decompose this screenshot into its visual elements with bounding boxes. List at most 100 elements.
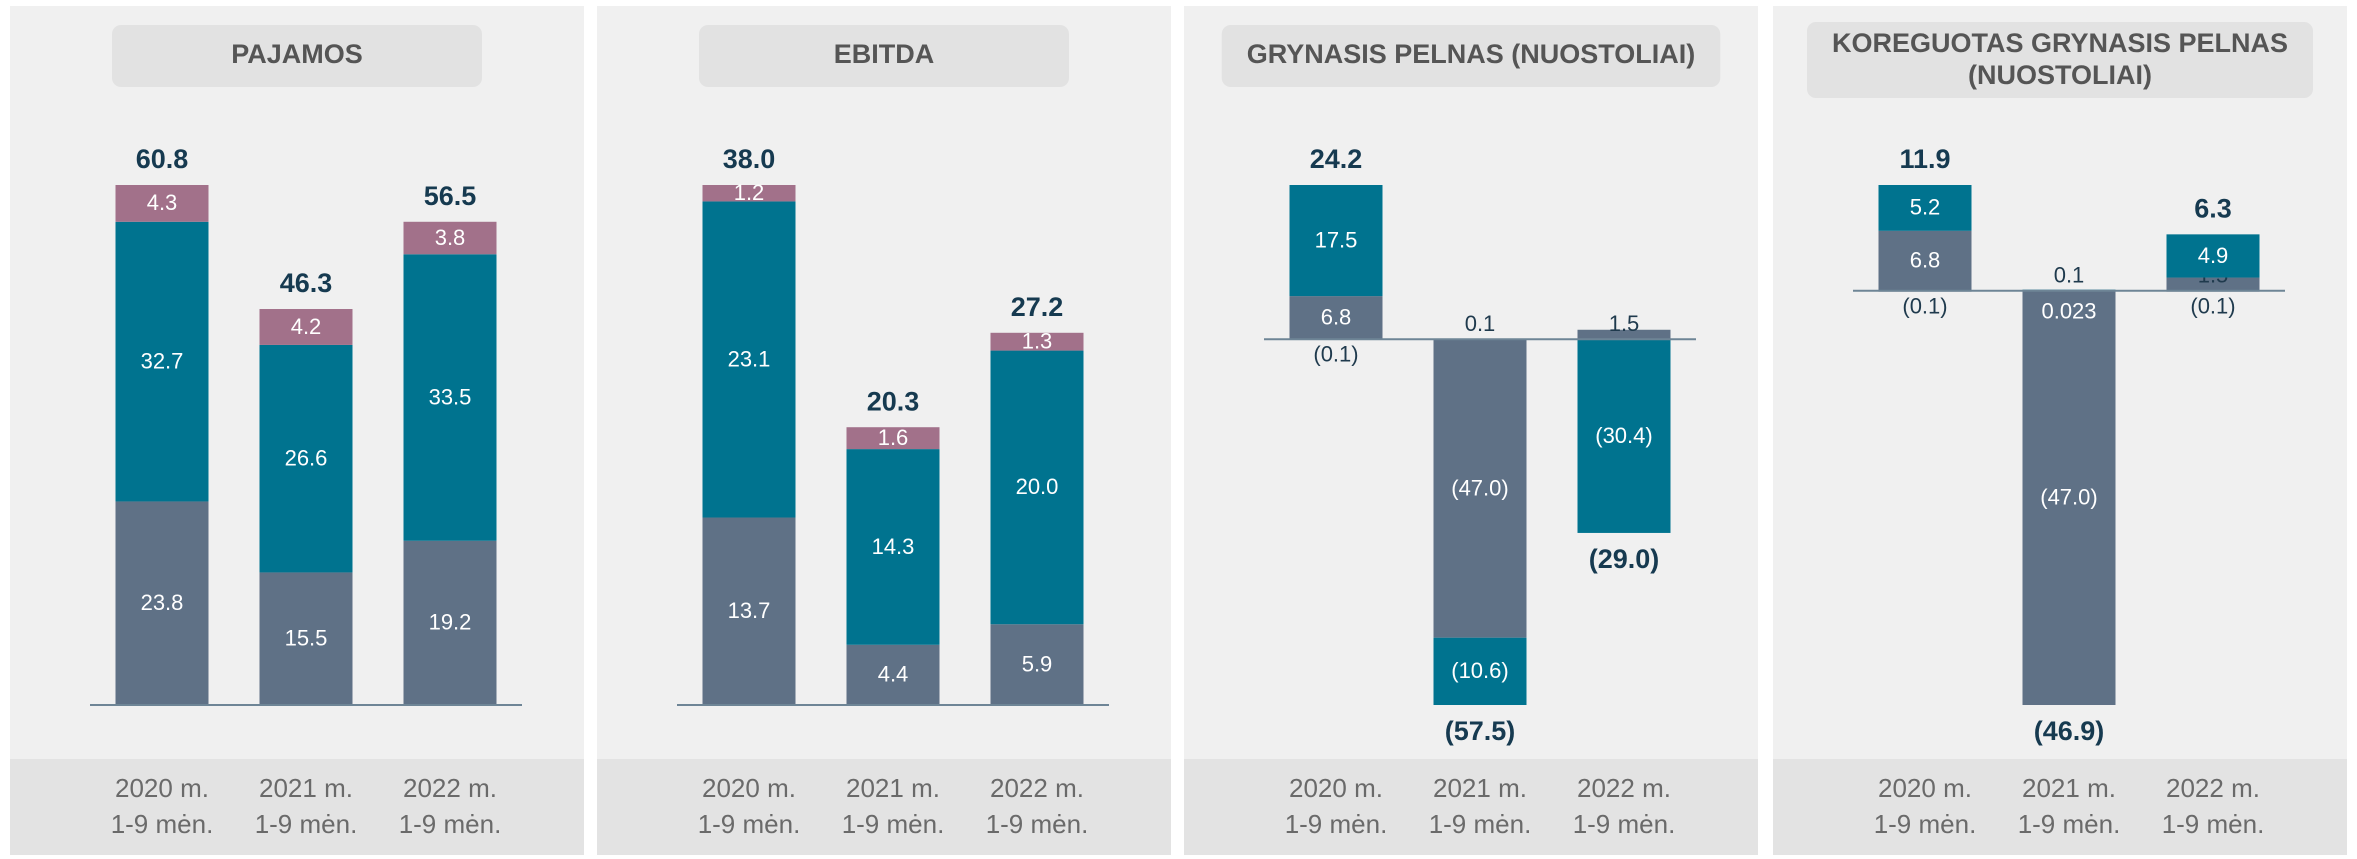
- bar-segment: [259, 572, 353, 705]
- bar-segment: [403, 540, 497, 705]
- chart-title: (NUOSTOLIAI): [1968, 60, 2152, 90]
- x-tick-label: 1-9 mėn.: [1874, 809, 1977, 839]
- value-label: 23.8: [141, 590, 184, 615]
- value-label: 5.9: [1022, 651, 1053, 676]
- value-label: 0.1: [2054, 263, 2085, 288]
- x-tick-label: 1-9 mėn.: [399, 809, 502, 839]
- value-label: 4.9: [2198, 243, 2229, 268]
- total-label: 20.3: [867, 386, 920, 416]
- value-label: 33.5: [429, 384, 472, 409]
- x-tick-label: 1-9 mėn.: [2018, 809, 2121, 839]
- value-label: (0.1): [1313, 342, 1358, 367]
- category-band: [10, 759, 584, 855]
- bar-segment: [1878, 230, 1972, 291]
- x-tick-label: 2021 m.: [259, 773, 353, 803]
- x-tick-label: 1-9 mėn.: [2162, 809, 2265, 839]
- value-label: 1.6: [878, 425, 909, 450]
- bar-segment: [2022, 290, 2116, 705]
- x-tick-label: 2020 m.: [1289, 773, 1383, 803]
- x-tick-label: 2022 m.: [1577, 773, 1671, 803]
- x-tick-label: 2020 m.: [115, 773, 209, 803]
- category-band: [1184, 759, 1758, 855]
- bar-segment: [2166, 277, 2260, 291]
- bar-segment: [1433, 339, 1527, 638]
- value-label: 14.3: [872, 534, 915, 559]
- total-label: 6.3: [2194, 193, 2232, 223]
- x-tick-label: 1-9 mėn.: [698, 809, 801, 839]
- bar-segment: [115, 501, 209, 705]
- value-label: 4.3: [147, 190, 178, 215]
- x-tick-label: 2021 m.: [1433, 773, 1527, 803]
- bar-segment: [702, 201, 796, 518]
- x-tick-label: 1-9 mėn.: [1429, 809, 1532, 839]
- bar-segment: [990, 350, 1084, 625]
- category-band: [597, 759, 1171, 855]
- bar-segment: [2166, 234, 2260, 278]
- value-label: (47.0): [1451, 475, 1508, 500]
- bar-segment: [846, 644, 940, 705]
- x-tick-label: 2022 m.: [990, 773, 1084, 803]
- bar-segment: [702, 517, 796, 705]
- value-label: 1.3: [1022, 328, 1053, 353]
- bar-segment: [115, 221, 209, 502]
- value-label: 13.7: [728, 598, 771, 623]
- title-pill: [112, 25, 482, 87]
- title-pill: [1221, 25, 1721, 87]
- value-label: 5.2: [1910, 195, 1941, 220]
- value-label: 20.0: [1016, 474, 1059, 499]
- value-label: (47.0): [2040, 485, 2097, 510]
- total-label: 24.2: [1310, 144, 1363, 174]
- value-label: (30.4): [1595, 423, 1652, 448]
- x-tick-label: 1-9 mėn.: [1285, 809, 1388, 839]
- title-pill: [1806, 22, 2314, 98]
- x-tick-label: 1-9 mėn.: [111, 809, 214, 839]
- bar-segment: [990, 624, 1084, 705]
- total-label: 11.9: [1899, 144, 1950, 174]
- total-label: (46.9): [2034, 716, 2105, 746]
- bar-segment: [403, 221, 497, 255]
- chart-title: PAJAMOS: [231, 39, 363, 69]
- x-tick-label: 2021 m.: [846, 773, 940, 803]
- value-label: 32.7: [141, 348, 184, 373]
- value-label: 17.5: [1315, 227, 1358, 252]
- total-label: 46.3: [280, 268, 333, 298]
- value-label: 19.2: [429, 610, 472, 635]
- x-tick-label: 2022 m.: [2166, 773, 2260, 803]
- bar-segment: [702, 185, 796, 202]
- chart-title: GRYNASIS PELNAS (NUOSTOLIAI): [1247, 39, 1696, 69]
- value-label: 26.6: [285, 445, 328, 470]
- total-label: 60.8: [136, 144, 189, 174]
- value-label: 0.1: [1465, 311, 1496, 336]
- value-label: 3.8: [435, 225, 466, 250]
- x-tick-label: 2020 m.: [702, 773, 796, 803]
- bar-segment: [846, 427, 940, 450]
- category-band: [1773, 759, 2347, 855]
- value-label: 4.4: [878, 662, 909, 687]
- value-label: 23.1: [728, 346, 771, 371]
- x-tick-label: 1-9 mėn.: [842, 809, 945, 839]
- chart-title: KOREGUOTAS GRYNASIS PELNAS: [1832, 28, 2288, 58]
- chart-title: EBITDA: [834, 39, 935, 69]
- x-tick-label: 2021 m.: [2022, 773, 2116, 803]
- bar-segment: [1289, 185, 1383, 297]
- bar-segment: [1577, 339, 1671, 533]
- bar-segment: [990, 332, 1084, 351]
- value-label: 1.2: [734, 180, 765, 205]
- bar-segment: [846, 449, 940, 645]
- total-label: 56.5: [424, 181, 477, 211]
- value-label: (0.1): [2190, 293, 2235, 318]
- value-label: (0.1): [1902, 293, 1947, 318]
- title-pill: [699, 25, 1069, 87]
- bar-segment: [115, 185, 209, 222]
- bar-segment: [1289, 296, 1383, 340]
- value-label: 15.5: [285, 626, 328, 651]
- bar-segment: [259, 309, 353, 345]
- bar-segment: [403, 254, 497, 541]
- x-tick-label: 1-9 mėn.: [986, 809, 1089, 839]
- x-tick-label: 2020 m.: [1878, 773, 1972, 803]
- value-label: 0.023: [2041, 299, 2096, 324]
- value-label: 6.8: [1321, 305, 1352, 330]
- total-label: 38.0: [723, 144, 776, 174]
